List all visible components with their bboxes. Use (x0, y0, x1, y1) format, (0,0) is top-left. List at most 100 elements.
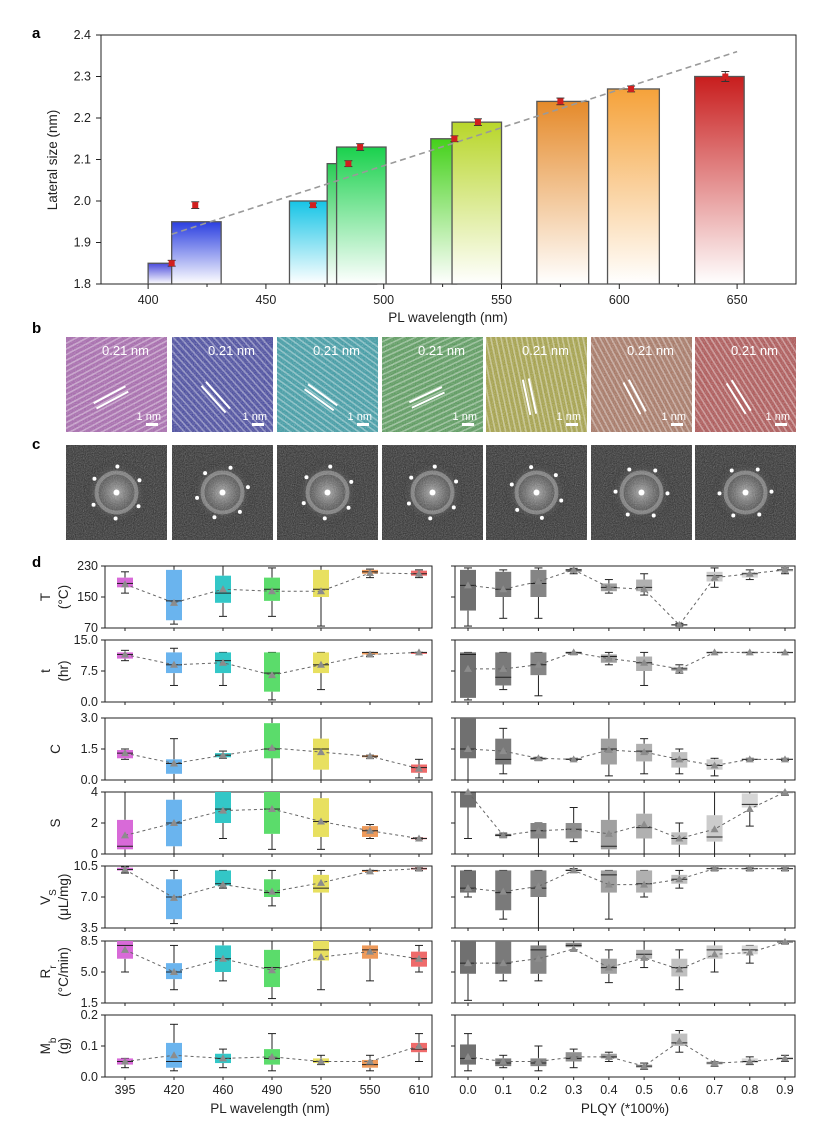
row-label-sub: b (48, 1037, 59, 1043)
fft-spot (454, 479, 459, 484)
lattice-fringe (382, 395, 483, 432)
lattice-fringe (277, 337, 378, 429)
lattice-fringe (567, 337, 587, 432)
mean-marker (745, 1057, 754, 1065)
lattice-fringe (212, 337, 273, 405)
y-tick-label-d: 230 (77, 559, 98, 573)
lattice-fringe (543, 337, 579, 432)
mean-marker (464, 581, 472, 589)
lattice-fringe (591, 337, 663, 432)
mean-marker (781, 648, 789, 656)
mean-marker (781, 565, 789, 573)
lattice-fringe (66, 363, 167, 432)
mean-marker (415, 648, 423, 656)
hrtem-noise (591, 337, 692, 432)
box-row-c: C 0.0 1.5 3.0 (48, 711, 796, 787)
fft-image (382, 445, 483, 540)
fft-spot (717, 491, 722, 496)
mean-marker (499, 585, 508, 593)
fft-spot (451, 505, 456, 510)
box-set-left (117, 791, 427, 855)
fft-spot (115, 464, 120, 469)
box-set-left (117, 864, 427, 929)
panel-letter-a: a (32, 25, 41, 42)
y-tick-label-d: 70 (84, 621, 98, 635)
mean-marker (219, 585, 227, 593)
row-unit-label: (g) (56, 1038, 71, 1055)
lattice-fringe (66, 372, 167, 432)
lattice-fringe (702, 337, 789, 432)
mean-marker (710, 1059, 719, 1067)
spacing-marker-line (730, 379, 752, 412)
y-tick-label-d: 1.5 (81, 742, 98, 756)
mean-marker (569, 755, 578, 763)
lattice-fringe (695, 337, 768, 432)
lattice-spacing-label: 0.21 nm (418, 343, 465, 358)
box-set-right (460, 1030, 793, 1072)
mean-marker (604, 1052, 613, 1060)
mean-marker (219, 806, 227, 814)
lattice-fringe (277, 377, 364, 432)
lattice-fringe (382, 345, 483, 415)
mean-marker (366, 650, 374, 658)
lattice-fringe (486, 337, 506, 432)
row-label-main: T (38, 593, 53, 601)
mean-marker (640, 820, 649, 828)
mean-marker (317, 817, 325, 825)
scale-bar-label: 1 nm (557, 411, 581, 423)
panel-letter-c: c (32, 436, 40, 453)
y-tick-label-d: 10.5 (74, 859, 98, 873)
mean-marker (219, 751, 227, 759)
scale-bar (357, 423, 369, 426)
lateral-size-points (167, 71, 730, 267)
fft-spot (559, 498, 564, 503)
lattice-fringe (172, 354, 244, 432)
lattice-fringe (382, 337, 483, 383)
lattice-fringes (382, 337, 483, 432)
box-row-t: T (°C) 70 150 230 (38, 559, 796, 635)
fft-spot (731, 513, 736, 518)
mean-marker (499, 887, 508, 895)
lateral-size-bar (335, 146, 387, 285)
lateral-size-bar (171, 221, 222, 285)
lattice-fringe (382, 349, 483, 420)
spacing-marker (408, 386, 445, 409)
mean-marker (781, 937, 789, 945)
mean-marker (121, 749, 129, 757)
x-tick-label-d-left: 460 (213, 1083, 234, 1097)
hrtem-image: 0.21 nm 1 nm (591, 337, 692, 432)
lattice-fringe (209, 337, 273, 408)
mean-marker (710, 761, 719, 769)
lattice-fringes (277, 337, 378, 432)
hrtem-image: 0.21 nm 1 nm (66, 337, 167, 432)
lattice-fringe (66, 385, 167, 432)
mean-marker (170, 759, 178, 767)
mean-marker (534, 882, 543, 890)
lattice-fringe (277, 365, 373, 432)
mean-marker (534, 577, 543, 585)
mean-marker (268, 887, 276, 895)
data-point (168, 260, 175, 267)
x-tick-label-d-right: 0.3 (565, 1083, 582, 1097)
mean-marker (534, 754, 543, 762)
fft-center-spot (429, 489, 436, 496)
mean-marker (415, 834, 423, 842)
y-tick-label-a: 2.2 (74, 111, 91, 125)
spacing-marker (725, 379, 752, 415)
lattice-fringe (277, 381, 361, 432)
mean-marker (640, 953, 649, 961)
fft-spot (627, 467, 632, 472)
data-point (722, 73, 729, 80)
mean-trend-line (467, 791, 786, 840)
lattice-fringe (68, 390, 167, 432)
fft-spot (304, 475, 309, 480)
fft-spot (428, 516, 433, 521)
fft-spot (409, 475, 414, 480)
scale-bar-label: 1 nm (348, 411, 372, 423)
lattice-fringe (695, 337, 759, 432)
fft-spot (432, 464, 437, 469)
box-body (460, 569, 476, 611)
mean-marker (675, 1037, 684, 1045)
lattice-fringe (382, 340, 483, 410)
